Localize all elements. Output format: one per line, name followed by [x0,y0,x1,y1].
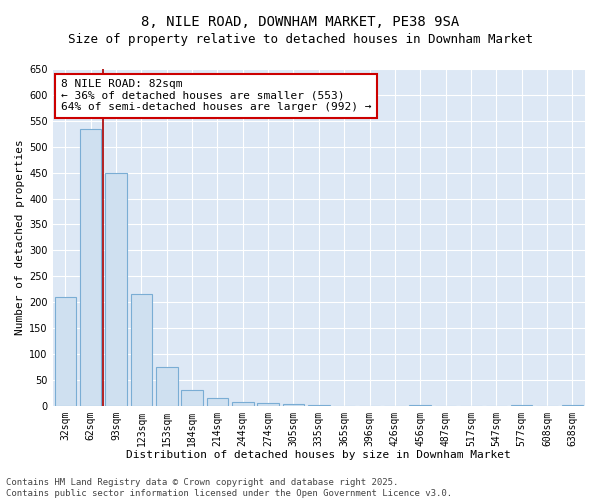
Bar [232,402,254,406]
Bar [181,390,203,406]
Bar [105,172,127,406]
Text: Contains HM Land Registry data © Crown copyright and database right 2025.
Contai: Contains HM Land Registry data © Crown c… [6,478,452,498]
Bar [156,367,178,406]
Bar [409,404,431,406]
Text: 8 NILE ROAD: 82sqm
← 36% of detached houses are smaller (553)
64% of semi-detach: 8 NILE ROAD: 82sqm ← 36% of detached hou… [61,79,371,112]
Bar [308,404,329,406]
Bar [283,404,304,406]
Y-axis label: Number of detached properties: Number of detached properties [15,140,25,335]
Text: 8, NILE ROAD, DOWNHAM MARKET, PE38 9SA: 8, NILE ROAD, DOWNHAM MARKET, PE38 9SA [141,15,459,29]
Bar [511,404,532,406]
X-axis label: Distribution of detached houses by size in Downham Market: Distribution of detached houses by size … [127,450,511,460]
Bar [55,297,76,406]
Bar [131,294,152,406]
Bar [257,403,279,406]
Bar [206,398,228,406]
Bar [562,404,583,406]
Bar [80,128,101,406]
Text: Size of property relative to detached houses in Downham Market: Size of property relative to detached ho… [67,32,533,46]
